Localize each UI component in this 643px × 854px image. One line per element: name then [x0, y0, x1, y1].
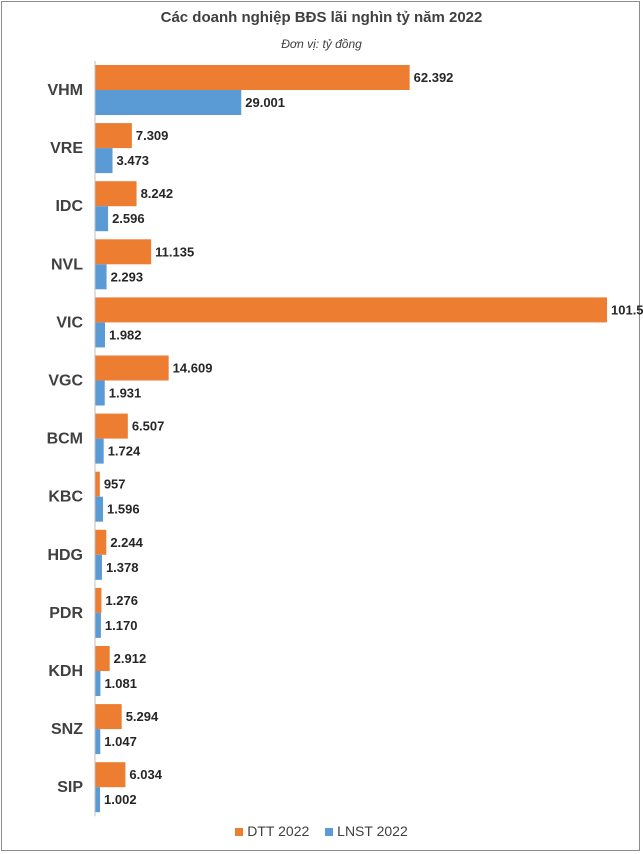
- data-label-lnst: 1.047: [104, 734, 137, 749]
- bar-dtt: [95, 471, 100, 497]
- legend-item-dtt: DTT 2022: [235, 823, 309, 839]
- data-label-lnst: 1.931: [109, 386, 142, 401]
- legend-swatch-lnst: [325, 828, 334, 837]
- data-label-dtt: 5.294: [126, 709, 159, 724]
- bar-dtt: [95, 646, 110, 671]
- bar-dtt: [95, 65, 410, 90]
- bar-lnst: [95, 264, 107, 290]
- bar-lnst: [95, 787, 101, 813]
- category-label: IDC: [55, 198, 83, 215]
- legend-swatch-dtt: [235, 828, 244, 837]
- data-label-lnst: 1.982: [109, 327, 142, 342]
- bar-lnst: [95, 554, 102, 580]
- data-label-dtt: 7.309: [136, 128, 169, 143]
- data-label-dtt: 6.507: [132, 419, 165, 434]
- bar-lnst: [95, 496, 104, 522]
- category-label: NVL: [51, 256, 83, 273]
- data-label-dtt: 2.244: [110, 535, 143, 550]
- category-label: BCM: [47, 431, 83, 448]
- data-label-lnst: 1.596: [107, 502, 140, 517]
- bar-dtt: [95, 529, 107, 555]
- bar-lnst: [95, 612, 101, 638]
- category-label: VRE: [50, 140, 83, 157]
- category-label: VHM: [47, 82, 83, 99]
- data-label-lnst: 1.724: [108, 444, 141, 459]
- data-label-lnst: 1.081: [104, 676, 137, 691]
- bar-dtt: [95, 413, 128, 439]
- category-label: SNZ: [51, 721, 83, 738]
- bar-lnst: [95, 729, 101, 755]
- bar-dtt: [95, 297, 607, 323]
- data-label-dtt: 6.034: [129, 767, 162, 782]
- category-label: KBC: [48, 489, 83, 506]
- category-label: SIP: [57, 779, 83, 796]
- data-label-dtt: 957: [104, 477, 126, 492]
- data-label-dtt: 101.523: [611, 302, 643, 317]
- data-label-lnst: 1.170: [105, 618, 138, 633]
- data-label-lnst: 1.002: [104, 792, 137, 807]
- bar-dtt: [95, 587, 102, 613]
- data-label-dtt: 1.276: [105, 593, 138, 608]
- data-label-dtt: 14.609: [173, 361, 213, 376]
- category-label: HDG: [47, 547, 83, 564]
- category-label: PDR: [49, 605, 83, 622]
- chart-title: Các doanh nghiệp BĐS lãi nghìn tỷ năm 20…: [160, 9, 483, 26]
- bar-dtt: [95, 123, 132, 149]
- bar-dtt: [95, 239, 152, 265]
- data-label-lnst: 2.596: [112, 211, 145, 226]
- bar-lnst: [95, 380, 105, 406]
- data-label-lnst: 29.001: [245, 95, 285, 110]
- legend-label-dtt: DTT 2022: [247, 823, 310, 839]
- data-label-lnst: 3.473: [117, 153, 150, 168]
- chart-legend: DTT 2022 LNST 2022: [0, 823, 643, 839]
- category-label: KDH: [48, 663, 83, 680]
- bar-lnst: [95, 322, 105, 348]
- bar-lnst: [95, 148, 113, 174]
- data-label-dtt: 2.912: [114, 651, 147, 666]
- data-label-dtt: 8.242: [141, 186, 174, 201]
- bar-dtt: [95, 355, 169, 381]
- bar-lnst: [95, 206, 109, 232]
- chart-subtitle: Đơn vị: tỷ đồng: [281, 37, 362, 51]
- bar-lnst: [95, 438, 104, 464]
- bar-lnst: [95, 671, 101, 696]
- bar-dtt: [95, 704, 122, 730]
- category-label: VIC: [56, 314, 83, 331]
- legend-item-lnst: LNST 2022: [325, 823, 408, 839]
- data-label-lnst: 2.293: [111, 269, 144, 284]
- bar-lnst: [95, 90, 242, 115]
- category-label: VGC: [48, 373, 83, 390]
- data-label-lnst: 1.378: [106, 560, 139, 575]
- bar-dtt: [95, 762, 126, 788]
- data-label-dtt: 11.135: [155, 244, 194, 259]
- bar-dtt: [95, 181, 137, 207]
- legend-label-lnst: LNST 2022: [337, 823, 408, 839]
- data-label-dtt: 62.392: [414, 70, 454, 85]
